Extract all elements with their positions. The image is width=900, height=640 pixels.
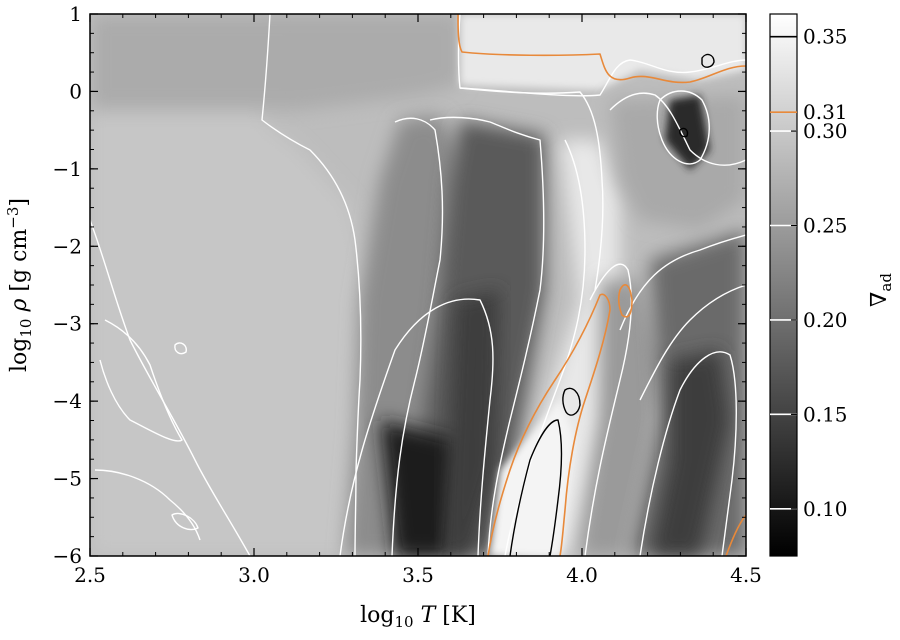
x-tick-label: 3.0 xyxy=(238,563,270,587)
y-tick-label: −6 xyxy=(53,544,82,568)
contour-orange-1 xyxy=(457,14,746,84)
y-tick-label: 0 xyxy=(69,79,82,103)
y-tick-label: −1 xyxy=(53,157,82,181)
y-tick-label: −3 xyxy=(53,312,82,336)
x-axis: 2.5 3.0 3.5 4.0 4.5 xyxy=(74,14,762,587)
contour-lines xyxy=(90,14,746,556)
y-tick-label: −5 xyxy=(53,467,82,491)
x-axis-label: log10 T [K] xyxy=(360,603,476,631)
colorbar-tick-label: 0.10 xyxy=(803,497,848,521)
contour-white-13 xyxy=(459,59,746,97)
x-tick-label: 2.5 xyxy=(74,563,106,587)
y-axis: −6 −5 −4 −3 −2 −1 0 1 xyxy=(53,2,746,568)
colorbar-label: ∇ad xyxy=(867,273,895,307)
contour-white-3 xyxy=(429,116,545,556)
colorbar: 0.31 0.10 0.15 0.20 0.25 0.30 0.35 ∇ad xyxy=(769,13,895,557)
colorbar-tick-label: 0.25 xyxy=(803,214,848,238)
y-axis-label: log10 ρ [g cm−3] xyxy=(4,198,35,372)
y-tick-label: −4 xyxy=(53,389,82,413)
contour-black-2 xyxy=(562,387,581,416)
contour-white-15 xyxy=(99,319,183,442)
contour-white-2 xyxy=(391,117,444,556)
x-tick-label: 3.5 xyxy=(402,563,434,587)
colorbar-gradient xyxy=(769,13,798,557)
x-tick-label: 4.5 xyxy=(730,563,762,587)
colorbar-tick-label: 0.35 xyxy=(803,25,848,49)
contour-white-4 xyxy=(457,14,604,291)
y-tick-label: −2 xyxy=(53,234,82,258)
contour-white-16 xyxy=(94,469,201,541)
contour-black-1 xyxy=(509,419,563,556)
contour-white-12 xyxy=(656,90,710,165)
colorbar-tick-label: 0.30 xyxy=(803,119,848,143)
contour-white-9 xyxy=(639,284,746,401)
heatmap-field xyxy=(90,14,746,556)
contour-white-11 xyxy=(609,92,746,166)
contour-white-7 xyxy=(584,263,632,556)
contour-white-6 xyxy=(504,139,586,556)
colorbar-tick-label: 0.15 xyxy=(803,402,848,426)
contour-white-8 xyxy=(619,234,746,331)
colorbar-ticks: 0.10 0.15 0.20 0.25 0.30 0.35 xyxy=(791,25,848,521)
contour-white-10 xyxy=(639,351,737,556)
contour-black-4 xyxy=(679,127,689,138)
contour-white-18 xyxy=(171,512,199,531)
colorbar-tick-label: 0.20 xyxy=(803,308,848,332)
contour-white-14 xyxy=(90,219,251,556)
colorbar-contour-label: 0.31 xyxy=(803,100,848,124)
contour-white-17 xyxy=(174,342,188,355)
contour-white-5 xyxy=(339,298,494,556)
y-tick-label: 1 xyxy=(69,2,82,26)
contour-orange-3 xyxy=(617,284,633,318)
contour-orange-2 xyxy=(487,293,611,556)
x-tick-label: 4.0 xyxy=(566,563,598,587)
contour-black-3 xyxy=(701,53,715,68)
